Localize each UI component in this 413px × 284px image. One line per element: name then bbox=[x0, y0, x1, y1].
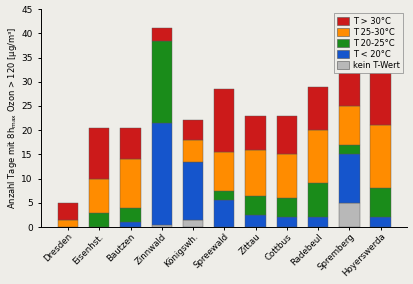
Bar bbox=[339, 145, 360, 154]
Bar bbox=[152, 123, 172, 225]
Bar bbox=[245, 196, 266, 215]
Bar bbox=[277, 116, 297, 154]
Bar bbox=[339, 154, 360, 203]
Bar bbox=[308, 130, 328, 183]
Bar bbox=[308, 217, 328, 227]
Bar bbox=[370, 188, 391, 217]
Bar bbox=[308, 87, 328, 130]
Bar bbox=[339, 203, 360, 227]
Bar bbox=[214, 201, 235, 227]
Bar bbox=[89, 179, 109, 212]
Bar bbox=[120, 159, 141, 208]
Bar bbox=[89, 212, 109, 227]
Bar bbox=[183, 162, 203, 220]
Bar bbox=[339, 62, 360, 106]
Bar bbox=[370, 72, 391, 125]
Bar bbox=[58, 220, 78, 227]
Bar bbox=[183, 220, 203, 227]
Legend: T > 30°C, T 25-30°C, T 20-25°C, T < 20°C, kein T-Wert: T > 30°C, T 25-30°C, T 20-25°C, T < 20°C… bbox=[334, 13, 403, 73]
Bar bbox=[89, 128, 109, 179]
Bar bbox=[370, 217, 391, 227]
Bar bbox=[152, 225, 172, 227]
Bar bbox=[370, 125, 391, 188]
Bar bbox=[277, 154, 297, 198]
Bar bbox=[214, 152, 235, 191]
Bar bbox=[214, 89, 235, 152]
Bar bbox=[214, 191, 235, 201]
Bar bbox=[120, 208, 141, 222]
Bar bbox=[245, 150, 266, 196]
Y-axis label: Anzahl Tage mit 8h$_{\mathrm{max}}$ Ozon > 120 [μg/m³]: Anzahl Tage mit 8h$_{\mathrm{max}}$ Ozon… bbox=[5, 27, 19, 209]
Bar bbox=[152, 41, 172, 123]
Bar bbox=[277, 198, 297, 217]
Bar bbox=[152, 28, 172, 41]
Bar bbox=[339, 106, 360, 145]
Bar bbox=[277, 217, 297, 227]
Bar bbox=[245, 116, 266, 150]
Bar bbox=[183, 120, 203, 140]
Bar bbox=[58, 203, 78, 220]
Bar bbox=[183, 140, 203, 162]
Bar bbox=[308, 183, 328, 217]
Bar bbox=[120, 128, 141, 159]
Bar bbox=[120, 222, 141, 227]
Bar bbox=[245, 215, 266, 227]
